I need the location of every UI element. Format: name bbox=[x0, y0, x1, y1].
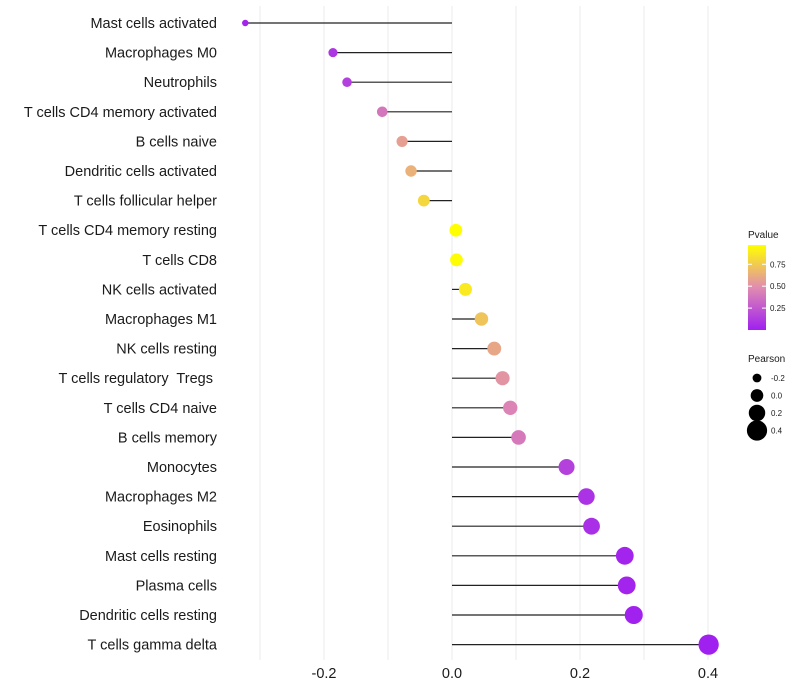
y-tick-label: T cells regulatory Tregs bbox=[59, 371, 218, 387]
pearson-legend-title: Pearson bbox=[748, 354, 785, 365]
size-key-dot bbox=[746, 420, 768, 441]
size-key-dot bbox=[748, 404, 766, 422]
size-key-label: -0.2 bbox=[771, 374, 785, 383]
y-tick-label: Dendritic cells activated bbox=[65, 164, 217, 180]
data-point bbox=[558, 458, 575, 476]
grid-lines bbox=[259, 6, 709, 660]
data-point bbox=[495, 371, 510, 386]
points bbox=[242, 19, 719, 655]
data-point bbox=[615, 546, 634, 565]
pvalue-legend-ticks: 0.25 0.50 0.75 bbox=[748, 260, 786, 313]
y-tick-label: B cells memory bbox=[118, 430, 218, 446]
y-tick-label: Neutrophils bbox=[144, 75, 217, 91]
y-tick-label: NK cells activated bbox=[102, 282, 217, 298]
y-tick-label: Macrophages M0 bbox=[105, 46, 217, 62]
stems bbox=[245, 22, 709, 646]
data-point bbox=[449, 223, 463, 237]
y-tick-label: Monocytes bbox=[147, 460, 217, 476]
colorbar-tick-label: 0.50 bbox=[770, 282, 786, 291]
y-tick-label: T cells CD4 memory resting bbox=[38, 223, 217, 239]
pearson-legend-keys: -0.2 0.0 0.2 0.4 bbox=[746, 373, 785, 441]
y-tick-label: T cells CD8 bbox=[142, 253, 217, 269]
data-point bbox=[583, 517, 600, 535]
y-tick-label: Mast cells activated bbox=[90, 16, 217, 32]
data-point bbox=[503, 400, 518, 415]
data-point bbox=[242, 19, 249, 27]
x-tick-label: -0.2 bbox=[312, 666, 337, 682]
data-point bbox=[698, 634, 719, 655]
size-key-label: 0.2 bbox=[771, 409, 783, 418]
data-point bbox=[417, 194, 430, 207]
data-point bbox=[405, 165, 417, 177]
y-tick-label: Mast cells resting bbox=[105, 549, 217, 565]
pvalue-legend-title: Pvalue bbox=[748, 230, 779, 241]
x-tick-label: 0.4 bbox=[698, 666, 718, 682]
y-tick-label: Eosinophils bbox=[143, 519, 217, 535]
pvalue-legend: Pvalue 0.25 0.50 0.75 bbox=[748, 230, 786, 330]
data-point bbox=[578, 488, 595, 505]
size-key-dot bbox=[750, 389, 764, 402]
data-point bbox=[487, 341, 502, 356]
x-axis-labels: -0.2 0.0 0.2 0.4 bbox=[312, 666, 719, 682]
data-point bbox=[617, 576, 636, 595]
y-tick-label: T cells CD4 naive bbox=[104, 401, 217, 417]
y-tick-label: T cells follicular helper bbox=[74, 194, 217, 210]
pvalue-colorbar bbox=[748, 245, 766, 330]
y-axis-labels: Mast cells activated Macrophages M0 Neutro… bbox=[24, 16, 218, 654]
x-tick-label: 0.2 bbox=[570, 666, 590, 682]
y-tick-label: NK cells resting bbox=[116, 342, 217, 358]
y-tick-label: T cells CD4 memory activated bbox=[24, 105, 217, 121]
x-tick-label: 0.0 bbox=[442, 666, 462, 682]
y-tick-label: Macrophages M2 bbox=[105, 490, 217, 506]
data-point bbox=[328, 48, 338, 58]
size-key-label: 0.4 bbox=[771, 427, 783, 436]
y-tick-label: B cells naive bbox=[136, 134, 217, 150]
data-point bbox=[342, 77, 352, 87]
data-point bbox=[376, 106, 388, 118]
y-tick-label: Dendritic cells resting bbox=[79, 608, 217, 624]
data-point bbox=[624, 605, 643, 625]
size-key-dot bbox=[752, 373, 762, 383]
pearson-legend: Pearson -0.2 0.0 0.2 0.4 bbox=[746, 354, 785, 441]
y-tick-label: Plasma cells bbox=[136, 578, 217, 594]
data-point bbox=[458, 282, 472, 296]
data-point bbox=[450, 253, 463, 267]
data-point bbox=[511, 430, 526, 445]
colorbar-tick-label: 0.25 bbox=[770, 304, 786, 313]
y-tick-label: T cells gamma delta bbox=[88, 638, 218, 654]
y-tick-label: Macrophages M1 bbox=[105, 312, 217, 328]
data-point bbox=[396, 135, 408, 147]
size-key-label: 0.0 bbox=[771, 392, 783, 401]
data-point bbox=[474, 312, 489, 326]
colorbar-tick-label: 0.75 bbox=[770, 260, 786, 269]
